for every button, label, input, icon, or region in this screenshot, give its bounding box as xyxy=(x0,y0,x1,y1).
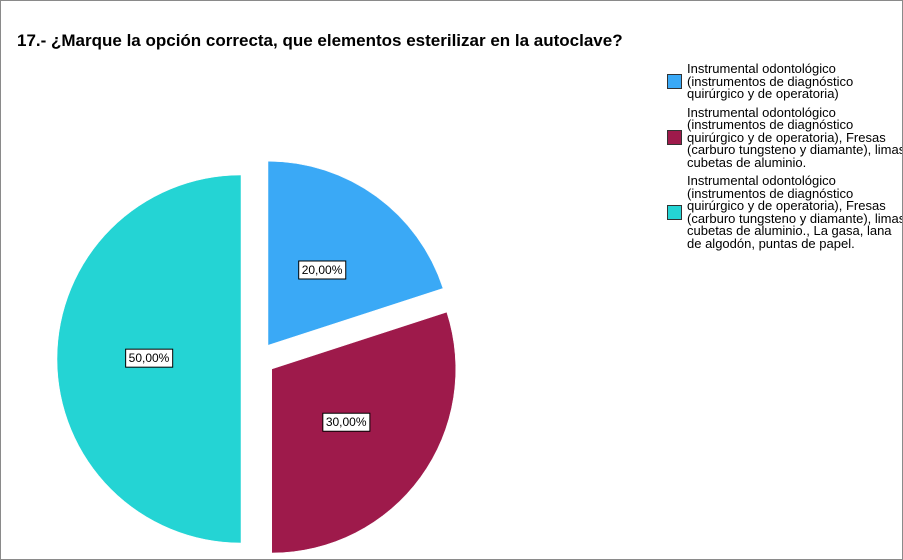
legend: Instrumental odontológico (instrumentos … xyxy=(667,61,903,256)
legend-item: Instrumental odontológico (instrumentos … xyxy=(667,173,903,251)
legend-swatch xyxy=(667,74,682,90)
data-label: 50,00% xyxy=(125,348,174,368)
legend-item: Instrumental odontológico (instrumentos … xyxy=(667,104,903,170)
data-label-box xyxy=(322,412,371,432)
data-label: 30,00% xyxy=(322,412,371,432)
pie-slice xyxy=(267,160,444,346)
data-label: 20,00% xyxy=(298,260,347,280)
data-label-box xyxy=(298,260,347,280)
legend-label: Instrumental odontológico (instrumentos … xyxy=(687,61,854,101)
legend-swatch xyxy=(667,205,682,220)
legend-swatch xyxy=(667,130,682,146)
data-label-box xyxy=(125,348,174,368)
data-label-text: 20,00% xyxy=(302,263,343,277)
data-label-text: 30,00% xyxy=(326,415,367,429)
legend-item: Instrumental odontológico (instrumentos … xyxy=(667,61,902,101)
legend-label: Instrumental odontológico (instrumentos … xyxy=(687,104,903,170)
pie-slice xyxy=(271,311,456,554)
legend-label: Instrumental odontológico (instrumentos … xyxy=(687,173,903,251)
chart-title: 17.- ¿Marque la opción correcta, que ele… xyxy=(17,31,623,50)
data-label-text: 50,00% xyxy=(129,351,170,365)
